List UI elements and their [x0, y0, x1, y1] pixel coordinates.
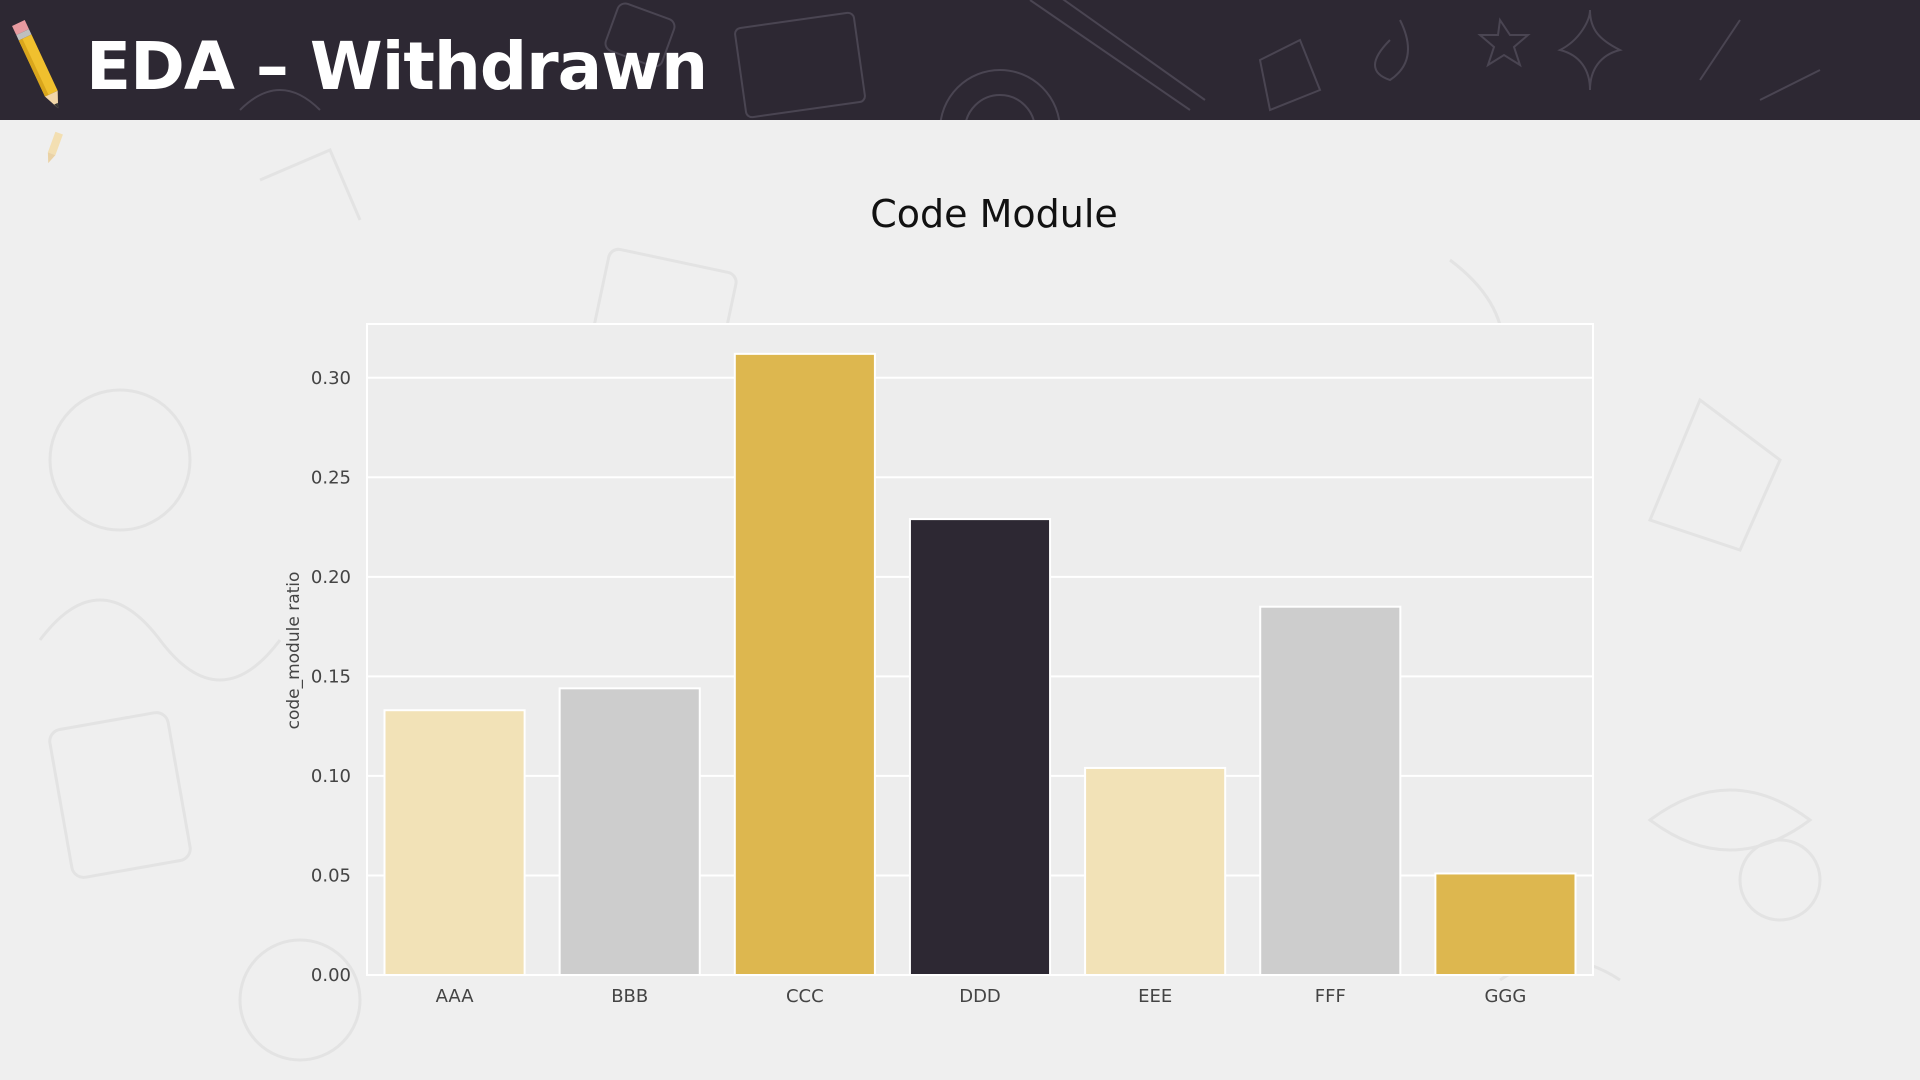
y-axis-label: code_module ratio	[284, 572, 304, 730]
bar-ccc	[733, 352, 876, 977]
bar-eee	[1084, 766, 1227, 976]
slide-title: EDA – Withdrawn	[86, 28, 708, 105]
slide-header: EDA – Withdrawn	[0, 0, 1920, 120]
x-tick-label: CCC	[786, 986, 824, 1007]
bar-ddd	[908, 518, 1052, 976]
y-tick-label: 0.00	[311, 965, 351, 986]
x-tick-label: GGG	[1484, 986, 1526, 1007]
bar-ggg	[1434, 872, 1577, 977]
pencil-icon	[12, 20, 59, 109]
bar-bbb	[558, 687, 701, 976]
y-tick-label: 0.10	[311, 766, 351, 787]
x-tick-label: DDD	[959, 986, 1001, 1007]
chart-title: Code Module	[870, 192, 1118, 236]
y-tick-label: 0.20	[311, 567, 351, 588]
header-doodle-pattern	[239, 0, 1821, 120]
y-tick-label: 0.25	[311, 467, 351, 488]
x-tick-label: FFF	[1315, 986, 1346, 1007]
y-tick-label: 0.30	[311, 368, 351, 389]
x-tick-label: AAA	[436, 986, 475, 1007]
y-tick-label: 0.05	[311, 865, 351, 886]
x-tick-label: EEE	[1138, 986, 1172, 1007]
x-tick-label: BBB	[611, 986, 648, 1007]
bar-fff	[1259, 605, 1402, 977]
small-pencil-icon	[47, 131, 63, 164]
bar-aaa	[383, 709, 526, 976]
y-tick-label: 0.15	[311, 666, 351, 687]
